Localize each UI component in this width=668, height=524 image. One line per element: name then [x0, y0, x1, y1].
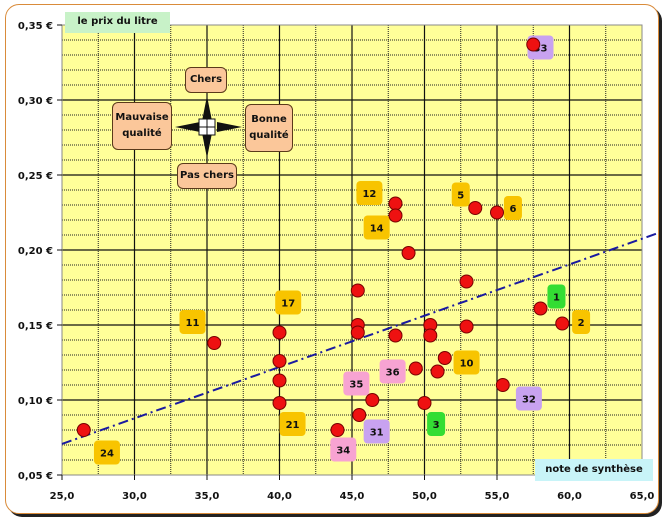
point-label-box: [279, 412, 306, 436]
data-point: [437, 351, 452, 365]
point-label: 31: [370, 428, 384, 439]
data-point: [555, 316, 570, 331]
point-label-box: [572, 310, 591, 334]
data-point: [490, 205, 504, 220]
x-tick-label: 60,0: [557, 491, 582, 502]
data-point: [388, 208, 403, 223]
data-point: [423, 328, 438, 343]
data-point: [526, 37, 541, 52]
data-point: [388, 196, 403, 211]
x-tick-label: 50,0: [412, 491, 437, 502]
data-point: [350, 325, 365, 340]
y-axis-title: le prix du litre: [65, 12, 170, 33]
point-label: 34: [336, 446, 350, 457]
point-label: 1: [553, 293, 560, 304]
point-label-box: [547, 284, 566, 309]
point-label-box: [503, 196, 522, 220]
data-point: [459, 319, 474, 334]
point-label-box: [363, 215, 390, 240]
data-point: [350, 283, 365, 298]
y-tick-label: 0,30 €: [18, 96, 53, 107]
point-label-box: [427, 412, 446, 436]
point-label: 3: [433, 420, 440, 431]
data-point: [76, 423, 91, 437]
data-point: [388, 328, 403, 343]
data-point: [272, 373, 287, 388]
point-label: 32: [522, 395, 536, 406]
point-label-box: [451, 182, 470, 207]
point-label-box: [356, 181, 383, 205]
y-tick-label: 0,20 €: [18, 246, 53, 257]
point-label-box: [330, 437, 357, 462]
point-label: 36: [386, 368, 400, 379]
point-label-box: [453, 350, 480, 375]
x-tick-label: 35,0: [195, 491, 220, 502]
point-label-box: [379, 359, 406, 384]
data-point: [272, 354, 287, 368]
point-label-box: [275, 290, 302, 315]
point-label: 5: [457, 191, 464, 202]
data-point: [468, 201, 483, 215]
data-point: [272, 396, 287, 410]
point-label-box: [93, 440, 120, 465]
x-tick-label: 30,0: [122, 491, 147, 502]
x-axis-title: note de synthèse: [535, 459, 653, 481]
point-label: 6: [509, 204, 516, 215]
data-point: [365, 393, 380, 407]
compass-good-quality: Bonne qualité: [245, 104, 293, 152]
point-label: 21: [286, 420, 300, 431]
point-label: 33: [534, 44, 548, 55]
point-label: 11: [186, 318, 200, 329]
data-point: [401, 246, 416, 260]
point-label: 2: [578, 318, 585, 329]
point-label: 24: [100, 449, 114, 460]
compass-bad-quality: Mauvaise qualité: [112, 102, 172, 150]
x-tick-label: 65,0: [630, 491, 655, 502]
x-tick-label: 25,0: [50, 491, 75, 502]
data-point: [533, 301, 548, 316]
x-tick-label: 40,0: [267, 491, 292, 502]
x-tick-label: 55,0: [485, 491, 510, 502]
y-tick-label: 0,10 €: [18, 396, 53, 407]
x-tick-label: 45,0: [340, 491, 365, 502]
data-point: [207, 336, 222, 350]
data-point: [417, 396, 432, 410]
data-point: [352, 408, 367, 422]
y-tick-label: 0,05 €: [18, 471, 53, 482]
data-point: [430, 364, 445, 379]
point-label: 14: [370, 224, 384, 235]
data-point: [408, 361, 423, 376]
point-label-box: [343, 371, 370, 396]
point-label: 35: [349, 380, 363, 391]
compass-expensive: Chers: [185, 67, 227, 93]
y-tick-label: 0,25 €: [18, 171, 53, 182]
point-label-box: [179, 310, 206, 334]
data-point: [330, 423, 345, 437]
y-tick-label: 0,35 €: [18, 21, 53, 32]
data-point: [459, 274, 474, 289]
data-point: [495, 378, 510, 392]
data-point: [272, 325, 287, 340]
point-label: 10: [460, 359, 474, 370]
point-label-box: [363, 419, 390, 444]
point-label: 17: [281, 299, 295, 310]
compass-cheap: Pas chers: [177, 163, 237, 189]
point-label-box: [515, 386, 542, 411]
y-tick-label: 0,15 €: [18, 321, 53, 332]
point-label: 12: [362, 189, 376, 200]
